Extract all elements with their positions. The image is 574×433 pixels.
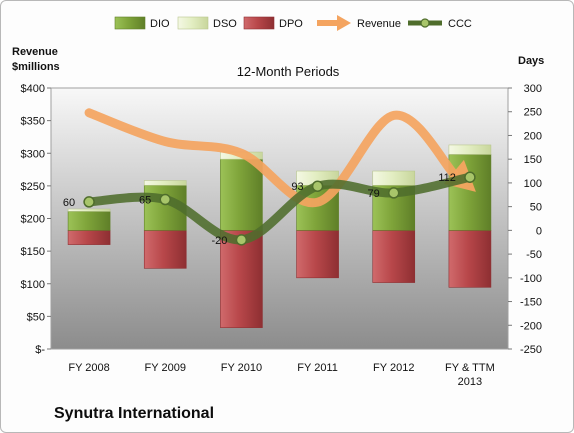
bar-dso (372, 170, 416, 186)
ccc-data-label: 112 (438, 172, 456, 184)
legend-swatch (114, 16, 146, 30)
left-tick-label: $100 (21, 279, 45, 291)
bar-dpo (296, 230, 339, 279)
category-label: FY 2009 (145, 362, 186, 374)
left-tick-label: $300 (21, 148, 45, 160)
right-tick-label: -100 (520, 273, 542, 285)
right-axis-title: Days (518, 55, 545, 67)
left-tick-label: $350 (21, 116, 45, 128)
legend-label: DPO (279, 18, 303, 30)
bar-dio (448, 154, 492, 231)
right-tick-label: 250 (524, 107, 542, 119)
ccc-point (83, 196, 95, 208)
legend-label: Revenue (357, 18, 401, 30)
legend-swatch (243, 16, 275, 30)
right-tick-label: -200 (520, 320, 542, 332)
left-axis-title-line2: $millions (12, 61, 60, 73)
right-tick-label: 50 (530, 202, 542, 214)
category-label: 2013 (458, 376, 482, 388)
ccc-point (159, 193, 171, 206)
right-tick-label: 300 (524, 83, 542, 95)
right-tick-label: 100 (524, 178, 542, 190)
right-tick-label: 150 (524, 154, 542, 166)
category-label: FY 2011 (297, 362, 338, 374)
bar-dso (448, 144, 492, 155)
bar-dio (220, 158, 263, 231)
bar-dso (143, 180, 187, 186)
bar-dpo (448, 230, 492, 288)
category-label: FY & TTM (445, 362, 495, 374)
ccc-point (388, 187, 400, 199)
bar-dpo (372, 230, 416, 283)
ccc-data-label: 93 (291, 181, 303, 193)
left-tick-label: $250 (21, 181, 45, 193)
ccc-point (464, 171, 476, 183)
bar-dpo (143, 230, 187, 269)
revenue-line (84, 108, 459, 208)
legend-swatch (177, 16, 209, 30)
right-tick-label: -50 (526, 249, 542, 261)
bar-dso (67, 208, 111, 212)
category-label: FY 2008 (68, 362, 109, 374)
ccc-data-label: 65 (139, 195, 151, 207)
chart-title: 12-Month Periods (236, 64, 340, 79)
ccc-point (311, 180, 324, 192)
bar-dio (67, 211, 111, 231)
legend-label: CCC (448, 18, 472, 30)
left-tick-label: $50 (27, 311, 45, 323)
category-label: FY 2012 (373, 362, 414, 374)
legend-swatch-arrowhead (337, 15, 351, 31)
ccc-data-label: -20 (212, 235, 228, 247)
right-tick-label: 200 (524, 130, 542, 142)
legend-swatch-marker (420, 18, 430, 28)
left-tick-label: $150 (21, 246, 45, 258)
bar-dpo (220, 230, 263, 328)
ccc-point (235, 234, 248, 246)
legend-label: DSO (213, 18, 237, 30)
left-tick-label: $- (35, 344, 45, 356)
ccc-data-label: 60 (63, 197, 75, 209)
bar-dpo (67, 230, 111, 245)
ccc-data-label: 79 (368, 188, 380, 200)
left-tick-label: $400 (21, 83, 45, 95)
company-name: Synutra International (54, 405, 215, 422)
left-axis-title-line1: Revenue (12, 46, 58, 58)
left-tick-label: $200 (21, 214, 45, 226)
legend-label: DIO (150, 18, 170, 30)
right-tick-label: -250 (520, 344, 542, 356)
right-tick-label: -150 (520, 297, 542, 309)
category-label: FY 2010 (221, 362, 262, 374)
right-tick-label: 0 (536, 225, 542, 237)
left-axis-title: Revenue $millions (12, 45, 60, 75)
